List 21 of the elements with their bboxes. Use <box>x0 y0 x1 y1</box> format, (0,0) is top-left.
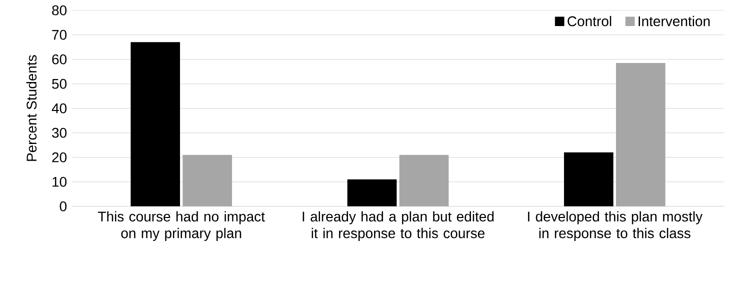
bar <box>347 179 397 206</box>
bar <box>130 42 180 206</box>
bar <box>399 154 449 206</box>
y-axis-title: Percent Students <box>26 55 37 161</box>
y-tick-label: 20 <box>52 152 67 162</box>
y-tick-label: 10 <box>52 176 67 187</box>
legend-label: Intervention <box>638 16 710 26</box>
bar <box>182 154 232 206</box>
y-tick-label: 50 <box>52 78 67 89</box>
y-tick-label: 60 <box>52 54 67 64</box>
y-tick-label: 40 <box>52 103 67 114</box>
y-tick-label: 80 <box>52 5 67 16</box>
bar <box>616 63 666 206</box>
y-tick-label: 30 <box>52 128 67 138</box>
y-tick-label: 0 <box>60 201 67 212</box>
y-tick-label: 70 <box>52 30 67 40</box>
legend-label: Control <box>568 16 612 26</box>
x-tick-label: This course had no impact on my primary plan <box>98 211 265 241</box>
x-tick-label: I developed this plan mostly in response to this class <box>528 211 703 241</box>
x-tick-label: I already had a plan but edited it in response to this course <box>302 211 494 241</box>
bar <box>564 152 614 206</box>
